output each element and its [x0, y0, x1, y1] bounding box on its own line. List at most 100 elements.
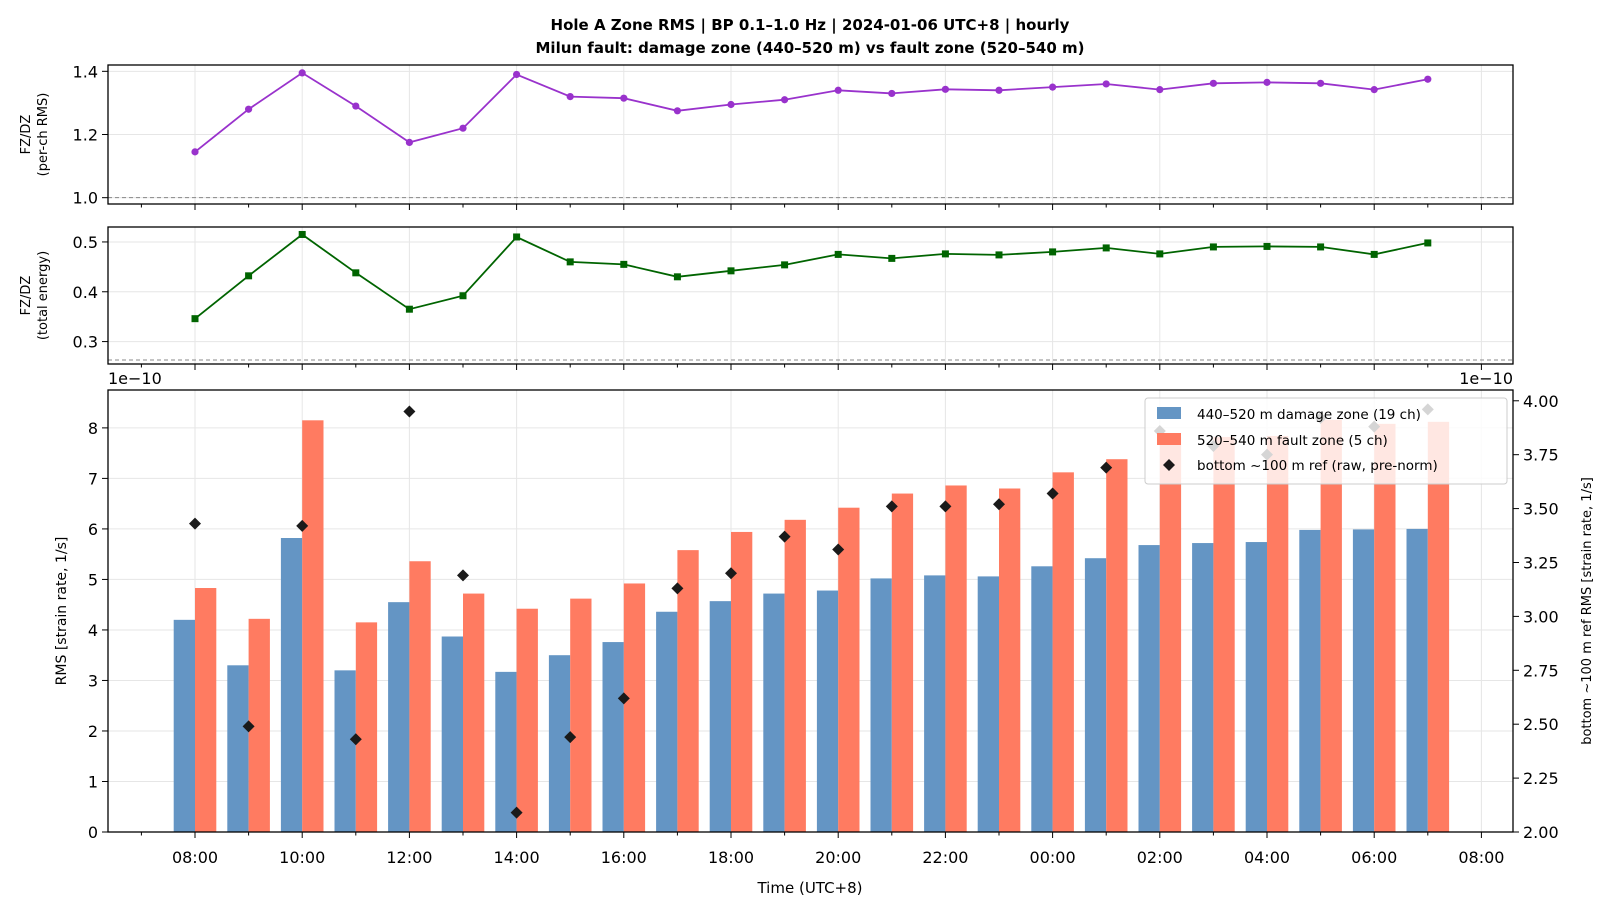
reference-rms-point: [564, 731, 577, 744]
ratio-rms-point: [620, 94, 628, 102]
y-axis-label: RMS [strain rate, 1/s]: [54, 537, 70, 686]
x-axis-label: Time (UTC+8): [756, 879, 862, 897]
ratio-energy-point: [834, 250, 842, 258]
x-tick-label: 18:00: [708, 848, 754, 867]
legend-reference-label: bottom ~100 m ref (raw, pre-norm): [1197, 458, 1438, 474]
fault-zone-bar: [784, 519, 806, 832]
x-tick-label: 08:00: [1458, 848, 1504, 867]
fault-zone-bar: [1106, 459, 1128, 832]
y-right-tick-label: 3.25: [1523, 553, 1559, 572]
fault-zone-bar: [731, 531, 753, 832]
y-tick-label: 2: [88, 722, 98, 741]
fault-zone-bar: [1052, 472, 1074, 832]
ratio-rms-point: [405, 138, 413, 146]
damage-zone-bar: [1192, 543, 1214, 832]
x-tick-label: 12:00: [386, 848, 432, 867]
ratio-energy-point: [459, 292, 467, 300]
rms-bar-frame: [107, 389, 1514, 833]
ratio-energy-point: [673, 273, 681, 281]
y-right-tick-label: 2.75: [1523, 661, 1559, 680]
legend-fault-zone-swatch: [1157, 433, 1181, 445]
x-tick-label: 06:00: [1351, 848, 1397, 867]
y-tick-label: 0.3: [73, 333, 98, 352]
reference-rms-point: [1100, 461, 1113, 474]
y-right-tick-label: 2.25: [1523, 769, 1559, 788]
ratio-rms-point: [888, 89, 896, 98]
damage-zone-bar: [280, 538, 303, 832]
legend-reference-marker: [1163, 459, 1175, 471]
reference-rms-point: [885, 500, 898, 513]
ratio-energy-point: [352, 269, 360, 277]
damage-zone-bar: [977, 576, 999, 832]
x-tick-label: 02:00: [1137, 848, 1183, 867]
damage-zone-bar: [709, 601, 731, 832]
ratio-rms-point: [727, 100, 735, 109]
fault-zone-bar: [1374, 423, 1396, 832]
ratio-rms-point: [191, 148, 199, 156]
reference-rms-point: [671, 582, 684, 595]
x-tick-label: 08:00: [172, 848, 218, 867]
damage-zone-bar: [924, 575, 946, 832]
reference-rms-point: [832, 543, 845, 556]
legend-damage-zone-label: 440–520 m damage zone (19 ch): [1197, 407, 1421, 423]
ratio-energy-point: [1049, 248, 1057, 256]
y-right-tick-label: 3.00: [1523, 607, 1559, 626]
ratio-energy-point: [1370, 250, 1378, 258]
ratio-rms-frame: [107, 64, 1514, 205]
fault-zone-bar: [891, 493, 914, 832]
y-axis-label-line1: FZ/DZ: [19, 115, 34, 155]
fault-zone-bar: [516, 608, 538, 832]
ratio-rms-point: [352, 102, 360, 110]
ratio-rms-point: [1424, 75, 1432, 83]
y-right-axis-label: bottom ~100 m ref RMS [strain rate, 1/s]: [1580, 477, 1595, 745]
reference-rms-point: [617, 692, 630, 705]
damage-zone-bar: [548, 655, 571, 832]
legend-fault-zone-label: 520–540 m fault zone (5 ch): [1197, 433, 1388, 449]
fault-zone-bar: [1267, 435, 1289, 832]
damage-zone-bar: [763, 593, 785, 832]
damage-zone-bar: [816, 590, 839, 832]
ratio-energy-point: [245, 272, 253, 280]
damage-zone-bar: [602, 642, 624, 832]
ratio-rms-point: [781, 96, 789, 104]
ratio-rms-point: [1209, 79, 1217, 87]
damage-zone-bar: [1031, 566, 1053, 832]
ratio-rms-line: [194, 71, 1428, 153]
fault-zone-bar: [838, 507, 860, 832]
damage-zone-bar: [227, 665, 249, 832]
fault-zone-bar: [677, 550, 699, 832]
reference-rms-point: [778, 530, 791, 543]
y-right-tick-label: 4.00: [1523, 392, 1559, 411]
y-axis-label-line2: (total energy): [36, 251, 51, 340]
x-tick-label: 22:00: [922, 848, 968, 867]
reference-rms-point: [296, 519, 309, 532]
y-tick-label: 7: [88, 469, 98, 488]
damage-zone-bar: [870, 578, 892, 832]
damage-zone-bar: [1352, 529, 1375, 832]
fault-zone-bar: [409, 561, 431, 832]
rms-bar-panel: 0 1 2 3 4 5 6 7 8 2.00 2.25 2.50 2.75 3.00 3.25 3.50 3.7…: [54, 369, 1595, 867]
fault-zone-bar: [195, 588, 217, 832]
ratio-energy-point: [727, 267, 735, 275]
chart-title-line2: Milun fault: damage zone (440–520 m) vs …: [536, 39, 1085, 57]
fault-zone-bar: [355, 622, 378, 832]
chart-title-line1: Hole A Zone RMS | BP 0.1–1.0 Hz | 2024-0…: [551, 16, 1070, 35]
ratio-energy-point: [620, 260, 628, 268]
ratio-energy-point: [405, 305, 413, 313]
ratio-energy-point: [1263, 242, 1271, 250]
fault-zone-bar: [1213, 436, 1235, 832]
fault-zone-bar: [945, 485, 967, 832]
fault-zone-bar: [1427, 421, 1450, 832]
ratio-rms-point: [1317, 79, 1325, 87]
y-tick-label: 0: [88, 823, 98, 842]
ratio-rms-point: [1156, 86, 1164, 94]
reference-rms-point: [993, 498, 1005, 511]
ratio-energy-point: [941, 250, 949, 258]
y-right-tick-label: 3.50: [1523, 500, 1559, 519]
legend: 440–520 m damage zone (19 ch) 520–540 m f…: [1144, 397, 1508, 485]
ratio-rms-point: [834, 86, 842, 94]
y-right-offset-label: 1e−10: [1459, 369, 1513, 388]
ratio-energy-point: [298, 230, 306, 238]
damage-zone-bar: [334, 670, 356, 832]
ratio-energy-panel: 0.3 0.4 0.5 FZ/DZ (total energy): [19, 226, 1514, 370]
